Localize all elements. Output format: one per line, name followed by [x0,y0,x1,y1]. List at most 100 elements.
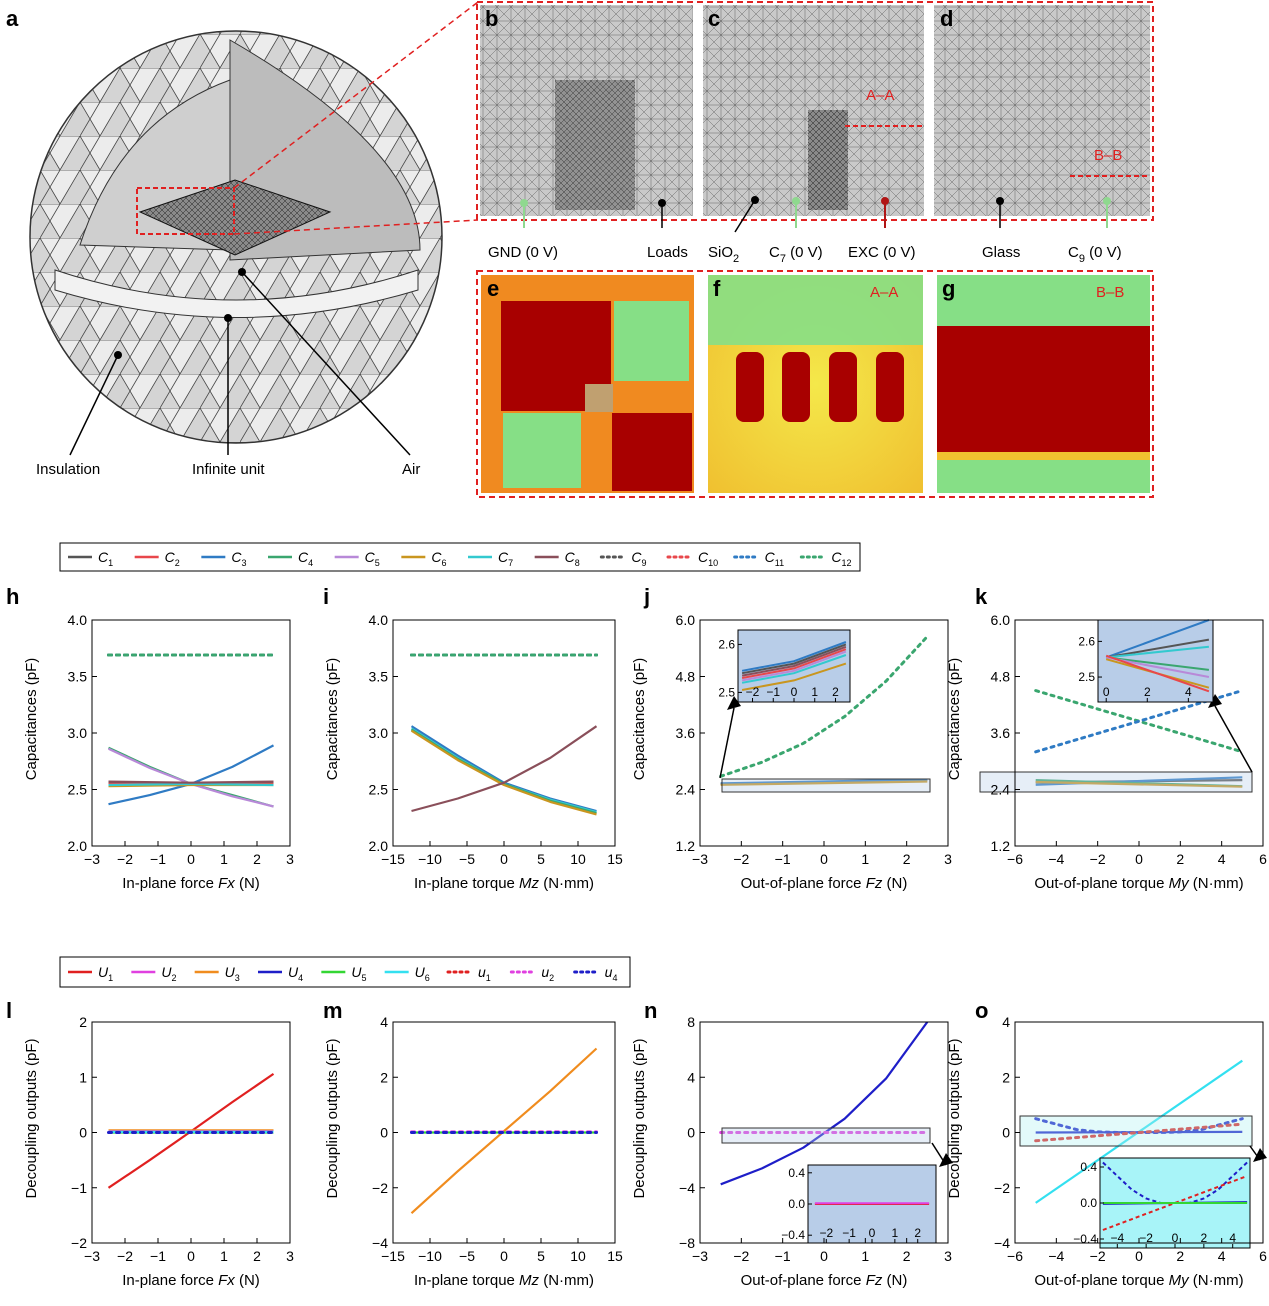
legend-label-C1: C1 [98,549,113,568]
xlabel-j: Out-of-plane force Fz (N) [741,875,908,892]
legend-label-C7: C7 [498,549,513,568]
inset-series-j-1 [741,643,847,675]
label-sio2: SiO2 [708,244,739,265]
legend-label-U5: U5 [351,964,366,983]
field-g-electrode [937,326,1150,456]
ylabel-m: Decoupling outputs (pF) [324,1038,341,1198]
xtick-label-l: −3 [84,1248,100,1264]
inset-n: −2 −1 0 1 2 −0.4 0.0 0.4 [781,1164,937,1244]
series-h-2 [108,744,275,806]
ylabel-i: Capacitances (pF) [324,658,341,781]
inset-ytick-label-n: 0.4 [788,1166,805,1180]
xtick-label-n: −3 [692,1248,708,1264]
series-i-1 [410,727,597,814]
xtick-label-k: 4 [1218,851,1226,867]
inset-xtick-label-n: −2 [819,1226,833,1240]
ytick-label-l: −2 [71,1235,87,1251]
inset-arrowhead-n [939,1153,953,1167]
xtick-label-l: 1 [220,1248,228,1264]
inset-xtick-label-o: 4 [1229,1231,1236,1245]
sensor-chip-mesh [138,179,332,256]
panel-label-o: o [975,998,988,1023]
ytick-label-k: 4.8 [991,669,1011,685]
ytick-label-h: 4.0 [68,612,88,628]
xtick-label-j: 2 [903,851,911,867]
xtick-label-h: −2 [117,851,133,867]
xtick-label-o: 2 [1176,1248,1184,1264]
xtick-label-i: 15 [607,851,623,867]
panel-label-l: l [6,998,12,1023]
insulation-pointer [69,354,119,456]
xtick-label-i: −5 [459,851,475,867]
inset-series-j-5 [741,654,847,684]
panel-e: e [481,275,694,493]
ytick-label-h: 3.5 [68,669,88,685]
ylabel-o: Decoupling outputs (pF) [946,1038,963,1198]
ytick-label-o: 2 [1002,1069,1010,1085]
xtick-label-l: 2 [253,1248,261,1264]
xtick-label-j: 1 [861,851,869,867]
inset-xtick-label-o: −2 [1139,1231,1153,1245]
xtick-label-k: 2 [1176,851,1184,867]
ytick-label-i: 2.5 [369,782,389,798]
xtick-label-o: −6 [1007,1248,1023,1264]
legend-label-u1: u1 [478,964,491,983]
xtick-label-n: 3 [944,1248,952,1264]
inset-arrowhead-k [1208,694,1222,708]
inset-ytick-label-n: 0.0 [788,1197,805,1211]
panel-label-f: f [713,276,721,301]
inset-ytick-label-o: −0.4 [1073,1232,1097,1246]
inset-series-k-3 [1106,656,1210,671]
ytick-label-m: −2 [372,1180,388,1196]
panel-label-a: a [6,6,19,31]
legend-frame [59,542,861,572]
series-i-3 [410,729,597,816]
ytick-label-j: 3.6 [676,725,696,741]
ylabel-n: Decoupling outputs (pF) [631,1038,648,1198]
panel-label-e: e [487,276,499,301]
xtick-label-o: 4 [1218,1248,1226,1264]
series-m-0 [410,1047,598,1215]
highlight-box-k [979,771,1253,793]
xtick-label-k: −2 [1090,851,1106,867]
xtick-label-m: −15 [381,1248,405,1264]
inset-j: −2 −1 0 1 2 2.5 2.6 [718,629,851,703]
inset-series-k-1 [1106,638,1210,659]
inset-series-o-2 [1102,1175,1248,1231]
ylabel-h: Capacitances (pF) [23,658,40,781]
inset-series-k-2 [1106,645,1210,659]
field-label-bb: B–B [1096,284,1124,301]
series-i-0 [410,725,597,813]
xlabel-m: In-plane torque Mz (N·mm) [414,1272,594,1289]
series-o-3 [1034,1122,1244,1143]
field-g-fringe [937,452,1150,460]
legend-label-C10: C10 [698,549,718,568]
panel-c: c A–A [703,5,924,233]
inset-ytick-label-j: 2.5 [718,685,735,699]
ytick-label-j: 1.2 [676,838,696,854]
ylabel-l: Decoupling outputs (pF) [23,1038,40,1198]
inset-xtick-label-n: −1 [842,1226,856,1240]
ytick-label-l: 0 [79,1125,87,1141]
xtick-label-k: −6 [1007,851,1023,867]
legend-label-U6: U6 [415,964,430,983]
series-k-5 [1035,780,1243,788]
label-glass: Glass [982,244,1020,261]
chart-j: j−2 −1 0 1 22.52.6−3 −2 −1 0 1 2 31.22.43.64.86.0O… [631,584,952,892]
xtick-label-h: 3 [286,851,294,867]
ytick-label-l: −1 [71,1180,87,1196]
legend-label-C11: C11 [765,549,784,568]
field-e-electrode-3 [503,413,581,488]
ytick-label-n: −4 [679,1180,695,1196]
inset-arrow-j [719,707,735,779]
ytick-label-m: 0 [380,1125,388,1141]
inset-series-j-6 [741,662,847,691]
inset-ytick-label-k: 2.5 [1078,670,1095,684]
xlabel-n: Out-of-plane force Fz (N) [741,1272,908,1289]
highlight-box-n [721,1127,931,1144]
xtick-label-j: −3 [692,851,708,867]
inset-xtick-label-k: 4 [1185,685,1192,699]
panel-label-d: d [940,6,953,31]
chart-h: h −3 −2 −1 0 1 2 3 2.0 2.5 3.0 3.5 4.0 In-plane force… [6,584,294,892]
